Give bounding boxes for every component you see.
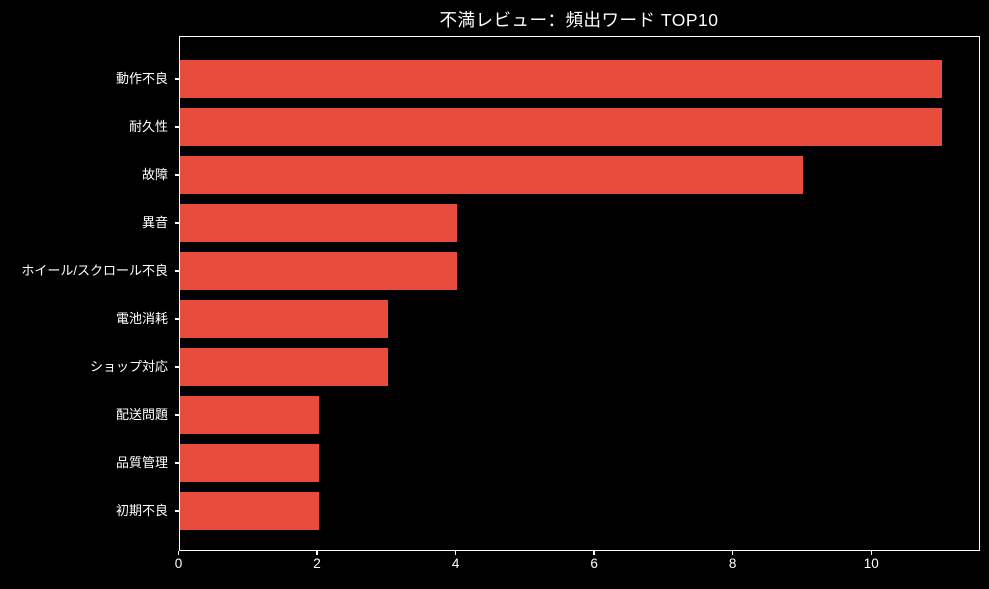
y-axis-label: 配送問題 [115,407,168,422]
y-tick-mark [174,270,179,272]
x-tick-label: 2 [313,556,321,571]
bar [180,492,319,530]
y-tick-mark [174,126,179,128]
y-tick-mark [174,414,179,416]
bar [180,252,458,290]
x-tick-label: 0 [174,556,183,571]
bar [180,60,942,98]
bar [180,348,388,386]
y-tick-mark [174,510,179,512]
y-axis-label: 異音 [141,215,168,230]
y-tick-mark [174,174,179,176]
y-tick-mark [174,462,179,464]
bar [180,396,319,434]
x-tick-mark [593,551,595,555]
x-tick-mark [177,551,180,555]
chart-title: 不満レビュー：頻出ワード TOP10 [439,10,719,30]
y-tick-mark [174,222,179,224]
y-axis-label: 故障 [141,167,168,182]
y-tick-mark [174,366,179,368]
y-axis-label: 品質管理 [115,455,168,470]
bar [180,444,319,482]
x-tick-label: 8 [728,556,737,571]
x-tick-label: 10 [863,556,879,571]
y-axis-label: 電池消耗 [115,311,168,326]
y-axis-label: ショップ対応 [89,359,168,374]
x-tick-mark [316,551,318,555]
x-tick-mark [732,551,734,555]
y-tick-mark [174,78,179,80]
y-axis-label: ホイール/スクロール不良 [21,263,168,278]
y-axis-label: 動作不良 [115,71,168,86]
x-tick-mark [870,551,872,555]
bar [180,204,458,242]
bar [180,108,942,146]
y-tick-mark [174,318,179,320]
bar [180,300,388,338]
bar [180,156,804,194]
y-axis-label: 耐久性 [128,119,168,134]
x-tick-label: 4 [451,556,460,571]
x-tick-label: 6 [590,556,598,571]
x-tick-mark [454,551,457,555]
y-axis-label: 初期不良 [115,503,168,518]
